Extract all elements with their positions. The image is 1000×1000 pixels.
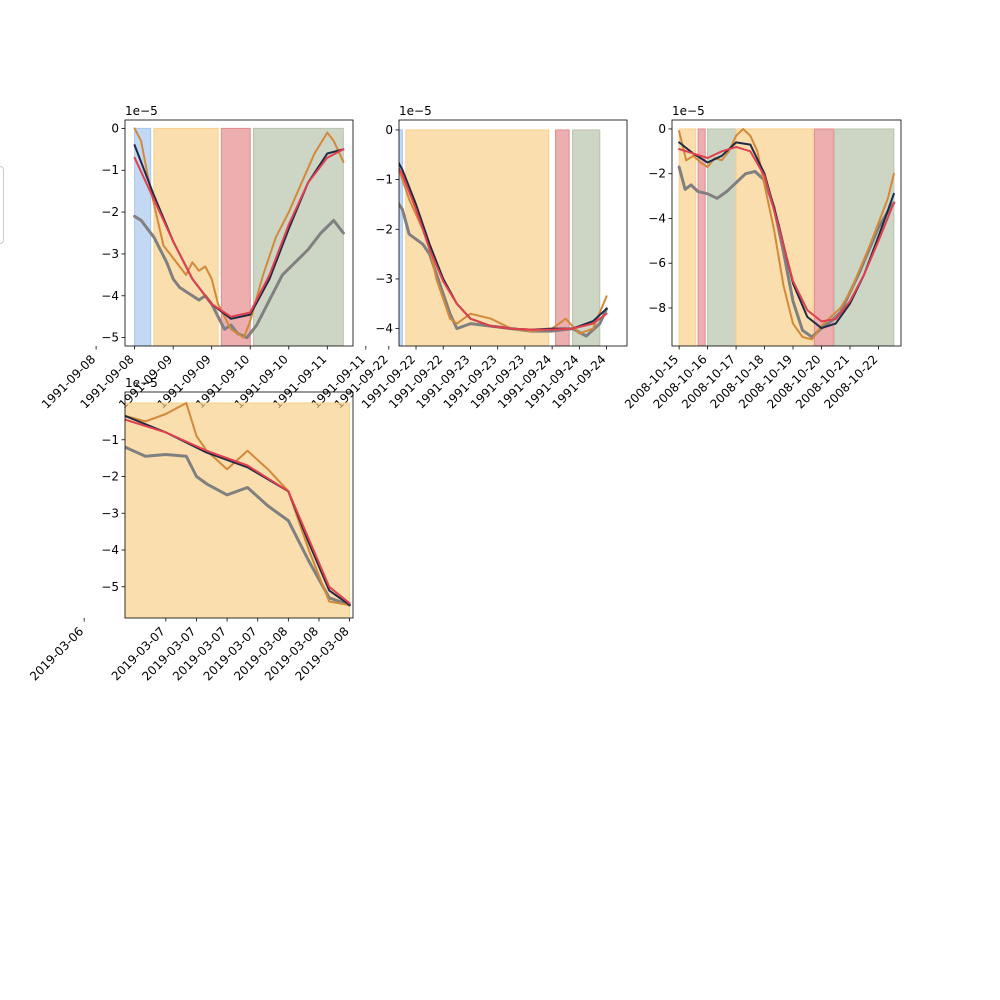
- series-line-2: [399, 166, 608, 335]
- subplot-3: 0−2−4−6−82008-10-152008-10-162008-10-172…: [622, 104, 902, 411]
- y-tick-label: −3: [101, 247, 119, 261]
- shaded-region-2: [697, 128, 706, 346]
- y-tick-label: −2: [375, 222, 393, 236]
- shaded-region-5: [813, 128, 834, 346]
- axes-frame: [671, 119, 902, 347]
- y-tick-label: −4: [101, 289, 119, 303]
- y-tick-label: −4: [101, 543, 119, 557]
- y-tick-label: −6: [648, 256, 666, 270]
- y-offset-label: 1e−5: [125, 104, 158, 118]
- series-line-3: [125, 414, 351, 607]
- y-tick-label: −8: [648, 301, 666, 315]
- shaded-region-3: [707, 128, 737, 346]
- shaded-region-1: [399, 129, 403, 346]
- y-tick-label: 0: [385, 123, 393, 137]
- y-tick-label: −2: [101, 470, 119, 484]
- y-tick-label: −1: [101, 163, 119, 177]
- series-line-4: [678, 145, 895, 323]
- axes-frame: [398, 119, 628, 347]
- y-tick-label: −2: [101, 205, 119, 219]
- y-offset-label: 1e−5: [672, 104, 705, 118]
- plot-area: [125, 402, 352, 618]
- subplot-2: 0−1−2−3−41991-09-221991-09-221991-09-221…: [332, 104, 628, 411]
- x-tick-label: 2019-03-06: [27, 624, 86, 683]
- y-tick-label: −1: [375, 173, 393, 187]
- shaded-region-4: [572, 129, 601, 346]
- plot-area: [677, 128, 896, 346]
- y-tick-label: 0: [111, 121, 119, 135]
- y-tick-label: −4: [375, 322, 393, 336]
- shaded-region-3: [220, 127, 251, 346]
- shaded-region-4: [252, 127, 344, 346]
- y-tick-label: −1: [101, 433, 119, 447]
- shaded-region-2: [153, 127, 219, 346]
- subplot-1: 0−1−2−3−4−51991-09-081991-09-081991-09-0…: [39, 104, 368, 411]
- shaded-region-3: [555, 129, 570, 346]
- y-offset-label: 1e−5: [125, 376, 158, 390]
- series-line-2: [678, 128, 895, 341]
- series-line-1: [125, 445, 352, 607]
- plot-area: [133, 127, 345, 346]
- axes-frame: [124, 119, 354, 347]
- y-tick-label: 0: [658, 122, 666, 136]
- shaded-region-1: [678, 128, 697, 346]
- legend-box: [0, 166, 4, 244]
- shaded-region-2: [405, 129, 550, 346]
- y-tick-label: −2: [648, 167, 666, 181]
- axes-frame: [124, 391, 354, 619]
- series-line-1: [133, 214, 345, 340]
- y-offset-label: 1e−5: [399, 104, 432, 118]
- y-tick-label: −3: [101, 506, 119, 520]
- series-line-4: [133, 148, 345, 318]
- y-tick-label: −4: [648, 211, 666, 225]
- series-line-4: [125, 418, 351, 605]
- plot-area: [399, 129, 609, 346]
- y-tick-label: −5: [101, 580, 119, 594]
- y-tick-label: −3: [375, 272, 393, 286]
- y-tick-label: −5: [101, 331, 119, 345]
- shaded-region-1: [125, 402, 351, 618]
- series-line-4: [399, 166, 608, 331]
